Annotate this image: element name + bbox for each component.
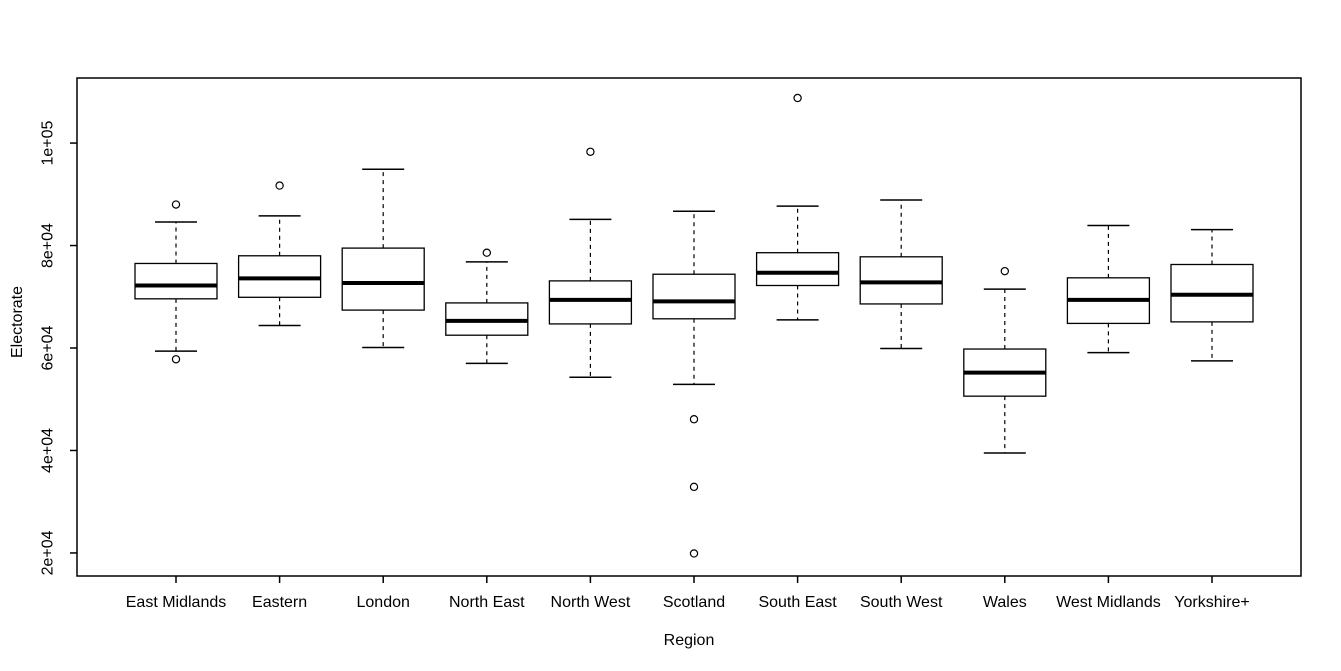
y-axis-title: Electorate [9, 285, 26, 359]
box-south-east [755, 252, 840, 287]
y-tick-label: 2e+04 [40, 530, 57, 575]
box-north-west [548, 280, 633, 325]
x-tick-label: North West [551, 594, 631, 611]
x-tick-label: Yorkshire+ [1174, 594, 1249, 611]
outlier-point-east-midlands [171, 200, 181, 209]
x-tick-label: Scotland [663, 594, 725, 611]
x-axis-title: Region [663, 632, 715, 649]
outlier-point-south-east [793, 93, 802, 103]
x-tick-label: London [357, 594, 410, 611]
box-london [341, 247, 425, 311]
x-tick-label: Wales [983, 594, 1027, 611]
y-tick-label: 1e+05 [40, 120, 57, 165]
x-tick-label: South West [860, 594, 943, 611]
outlier-point-east-midlands [171, 355, 181, 364]
x-tick-label: West Midlands [1056, 594, 1161, 611]
x-tick-label: Eastern [252, 594, 307, 611]
outlier-point-scotland [689, 549, 699, 558]
y-tick-label: 6e+04 [40, 325, 57, 370]
plot-frame [76, 77, 1302, 577]
box-scotland [652, 273, 736, 320]
outlier-point-north-east [482, 248, 491, 257]
y-tick-label: 4e+04 [40, 428, 57, 473]
outlier-point-eastern [275, 181, 284, 190]
outlier-point-north-west [586, 147, 595, 156]
box-east-midlands [134, 262, 218, 300]
outlier-point-scotland [689, 482, 699, 492]
x-tick-label: North East [449, 594, 525, 611]
x-tick-label: South East [758, 594, 837, 611]
outlier-point-scotland [689, 415, 699, 424]
y-tick-label: 8e+04 [40, 223, 57, 268]
box-south-west [859, 256, 943, 305]
outlier-point-wales [1000, 266, 1010, 276]
x-tick-label: East Midlands [126, 594, 227, 611]
